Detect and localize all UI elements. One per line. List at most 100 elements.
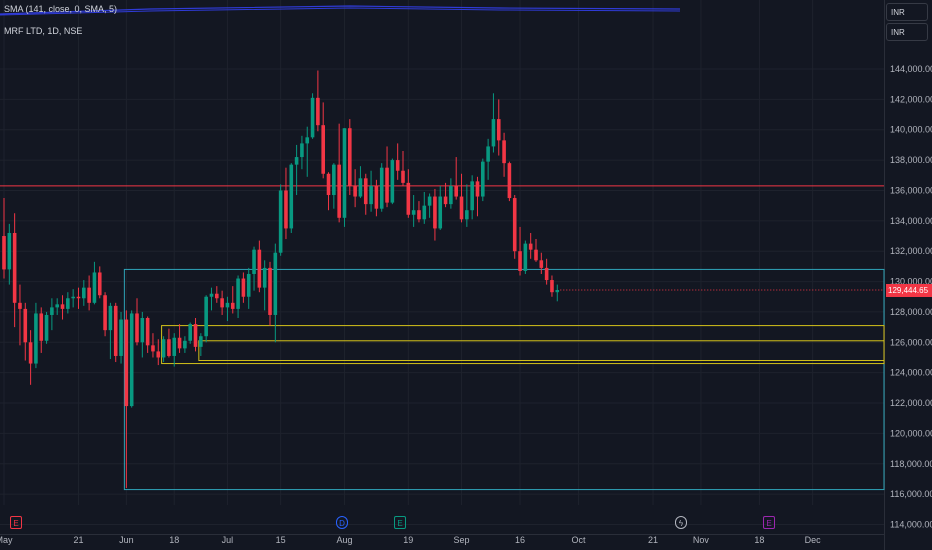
y-tick-label: 116,000.00 (890, 489, 932, 499)
candle-body (358, 178, 363, 197)
candle-body (523, 243, 528, 271)
candle-body (284, 190, 288, 229)
y-tick-label: 144,000.00 (890, 64, 932, 74)
candle-body (512, 198, 517, 252)
candle-body (544, 267, 549, 281)
candle-body (268, 267, 272, 315)
candle-body (294, 157, 299, 165)
candle-body (465, 210, 469, 220)
x-tick-label: 21 (648, 535, 658, 545)
candle-body (18, 302, 22, 309)
candle-body (411, 210, 416, 215)
x-tick-label: 16 (515, 535, 525, 545)
candle-body (278, 190, 283, 253)
candle-body (262, 267, 267, 288)
candle-body (300, 143, 304, 158)
candle-body (353, 185, 357, 197)
candle-body (310, 97, 315, 138)
x-tick-label: 18 (169, 535, 179, 545)
candle-body (23, 308, 28, 343)
candle-body (113, 305, 118, 356)
last-price-label: 129,444.65 (886, 284, 932, 297)
indicator-legend[interactable]: SMA (141, close, 0, SMA, 5) (4, 4, 118, 14)
candle-body (427, 196, 432, 206)
candle-body (305, 137, 310, 144)
candle-body (486, 146, 490, 162)
candle-body (161, 339, 166, 358)
y-tick-label: 142,000.00 (890, 94, 932, 104)
candle-body (71, 296, 75, 299)
y-tick-label: 126,000.00 (890, 337, 932, 347)
candle-body (140, 318, 145, 343)
candle-body (34, 313, 38, 364)
candle-body (12, 232, 17, 303)
candle-body (135, 313, 139, 343)
candle-body (92, 272, 97, 303)
currency-label[interactable]: INR (886, 23, 928, 41)
y-tick-label: 118,000.00 (890, 459, 932, 469)
candle-body (342, 128, 347, 218)
earnings-icon[interactable]: E (394, 516, 406, 529)
candle-body (55, 304, 59, 308)
y-tick-label: 114,000.00 (890, 520, 932, 530)
x-tick-label: 15 (276, 535, 286, 545)
candle-body (209, 293, 214, 297)
candle-body (156, 351, 161, 358)
y-tick-label: 138,000.00 (890, 155, 932, 165)
candle-body (183, 340, 187, 349)
candle-body (433, 196, 437, 229)
candle-body (422, 205, 427, 220)
split-flash-icon[interactable]: ϟ (675, 516, 687, 529)
candle-body (39, 313, 44, 341)
candle-body (172, 337, 177, 356)
earnings-icon[interactable]: E (763, 516, 775, 529)
candle-body (332, 164, 336, 196)
candle-body (76, 296, 81, 299)
earnings-icon[interactable]: E (10, 516, 22, 529)
candle-body (491, 119, 496, 147)
candle-body (241, 278, 246, 297)
candle-body (246, 273, 251, 297)
candle-body (550, 280, 554, 293)
candle-body (316, 97, 320, 126)
dividend-icon[interactable]: D (336, 516, 348, 529)
candle-body (257, 249, 262, 288)
sma-line (0, 7, 681, 16)
candle-body (167, 339, 171, 356)
y-tick-label: 124,000.00 (890, 368, 932, 378)
x-tick-label: Jun (119, 535, 134, 545)
candle-body (443, 196, 448, 205)
y-tick-label: 140,000.00 (890, 125, 932, 135)
x-tick-label: Jul (222, 535, 234, 545)
candle-body (225, 302, 230, 308)
candle-body (236, 278, 240, 309)
x-tick-label: Dec (805, 535, 822, 545)
candle-body (379, 167, 384, 209)
candle-body (321, 125, 325, 174)
y-tick-label: 120,000.00 (890, 428, 932, 438)
candle-body (507, 163, 512, 199)
currency-button[interactable]: INR (886, 3, 928, 21)
candle-body (252, 249, 256, 274)
candle-body (534, 249, 538, 261)
candle-body (193, 324, 198, 347)
candle-body (555, 289, 560, 293)
candle-body (528, 243, 533, 250)
candle-body (50, 307, 54, 315)
x-tick-label: May (0, 535, 13, 545)
symbol-legend: MRF LTD, 1D, NSE (4, 26, 83, 36)
x-tick-label: Nov (693, 535, 710, 545)
candle-body (103, 295, 107, 331)
candle-body (82, 287, 86, 299)
candle-body (97, 272, 102, 296)
zone-rectangle (123, 268, 885, 491)
candle-body (518, 251, 522, 271)
candle-body (44, 314, 49, 341)
candle-body (188, 324, 192, 341)
y-tick-label: 130,000.00 (890, 277, 932, 287)
x-tick-label: Aug (336, 535, 352, 545)
candle-body (151, 345, 155, 352)
candle-body (459, 196, 464, 220)
